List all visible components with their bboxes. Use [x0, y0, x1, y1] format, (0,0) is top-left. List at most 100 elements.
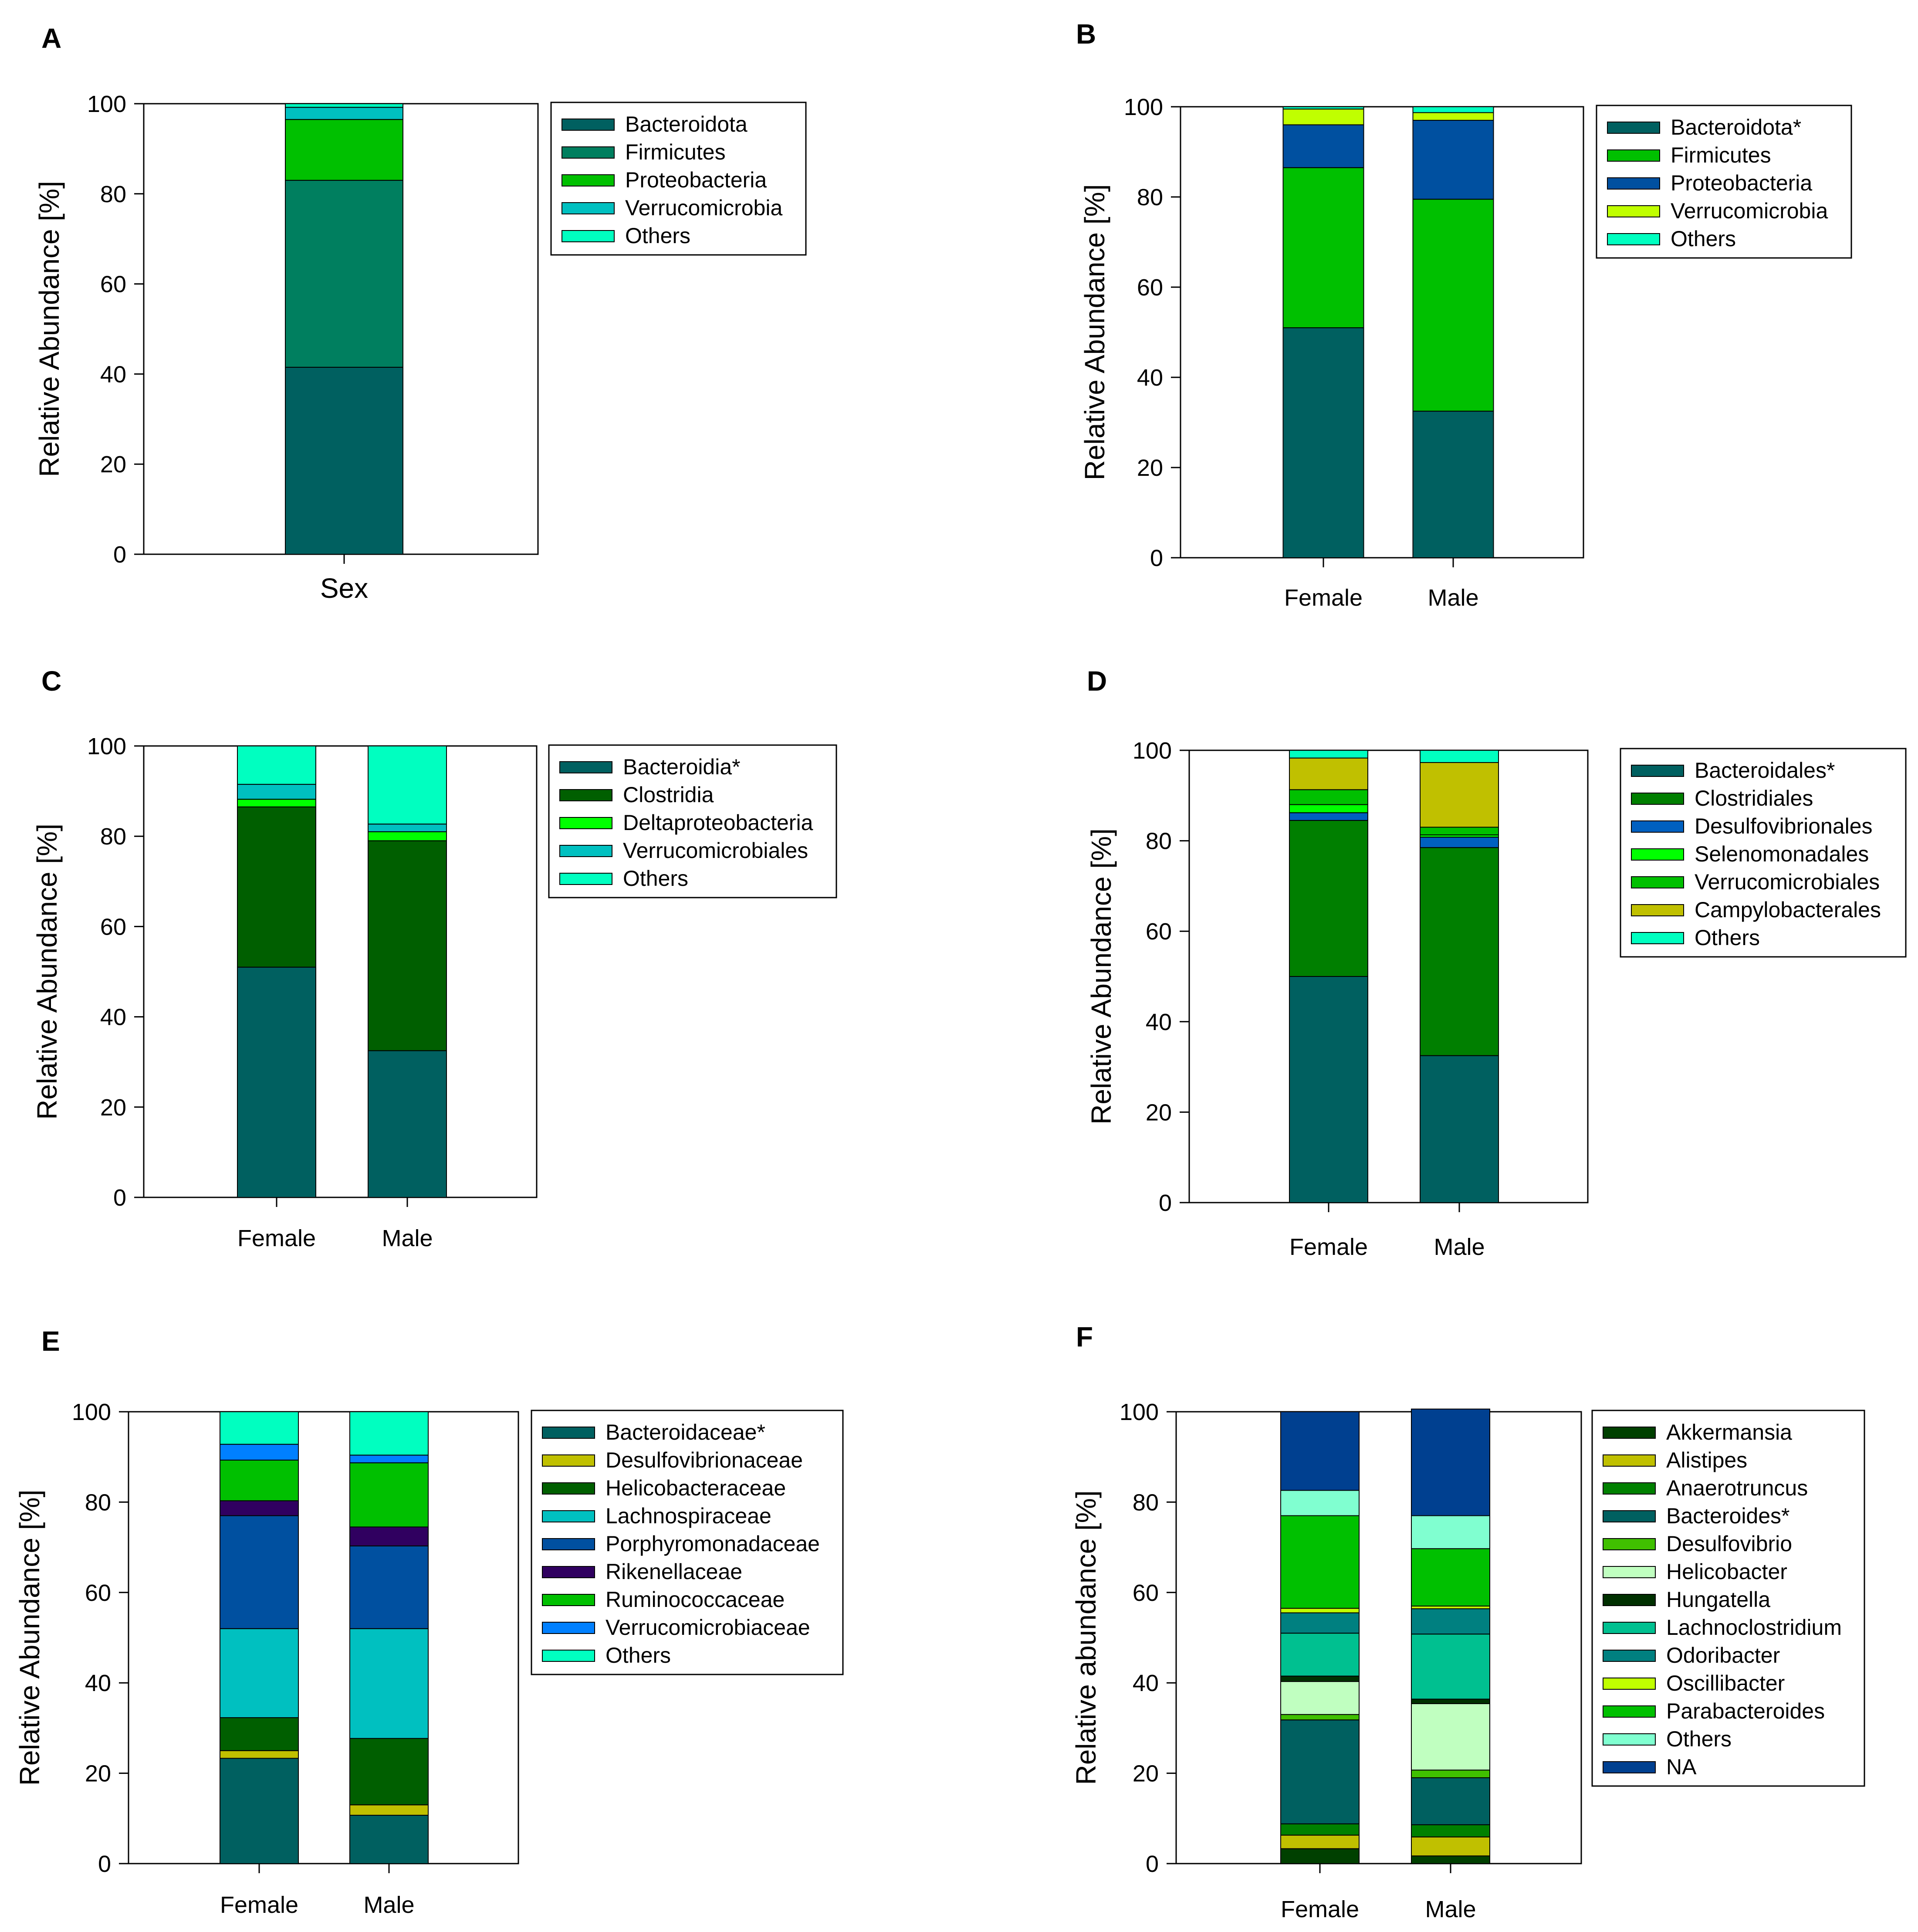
legend-swatch-others: [542, 1650, 595, 1662]
legend-label-odoribacter: Odoribacter: [1666, 1643, 1780, 1668]
y-tick-label: 80: [85, 1489, 111, 1515]
legend-label-proteobacteria: Proteobacteria: [625, 168, 767, 192]
bar-segment-desulfovibrio-male: [1411, 1769, 1490, 1778]
legend-label-anaerotruncus: Anaerotruncus: [1666, 1476, 1808, 1500]
y-tick-label: 0: [113, 542, 126, 568]
bar-segment-rikenellaceae-female: [220, 1500, 299, 1516]
y-axis-label: Relative Abundance [%]: [34, 181, 65, 477]
bar-segment-desulfovibrionaceae-male: [349, 1804, 429, 1816]
panel-letter: A: [41, 23, 61, 54]
plot-frame: [1175, 1411, 1582, 1864]
legend-swatch-proteobacteria: [1607, 177, 1660, 190]
legend-label-others: Others: [606, 1643, 671, 1668]
bar-segment-akkermansia-female: [1280, 1848, 1360, 1864]
y-axis-label: Relative Abundance [%]: [31, 824, 63, 1120]
y-tick-label: 60: [100, 914, 126, 940]
y-tick-label: 0: [1150, 545, 1163, 571]
legend: Bacteroidia* Clostridia Deltaproteobacteri…: [548, 744, 837, 898]
bar-segment-odoribacter-male: [1411, 1608, 1490, 1635]
legend: Bacteroidota Firmicutes Proteobacteria Verr…: [550, 102, 807, 256]
legend-swatch-rikenellaceae: [542, 1566, 595, 1578]
legend-swatch-na: [1603, 1761, 1656, 1773]
legend-swatch-helicobacteraceae: [542, 1482, 595, 1495]
bar-segment-desulfovibrionaceae-female: [220, 1750, 299, 1759]
y-tick-label: 40: [1137, 365, 1163, 391]
y-tick-label: 20: [100, 1095, 126, 1121]
legend-label-bacteroidota: Bacteroidota: [625, 112, 748, 136]
y-tick-label: 100: [1124, 94, 1163, 120]
panel-letter: B: [1076, 18, 1096, 50]
bar-segment-verrucomicrobiales-male: [1420, 827, 1499, 836]
legend-label-desulfovibrio: Desulfovibrio: [1666, 1532, 1792, 1556]
legend-swatch-lachnoclostridium: [1603, 1622, 1656, 1634]
legend-swatch-verrucomicrobiales: [1631, 876, 1684, 888]
x-tick-label: Female: [220, 1892, 298, 1918]
bar-segment-bacteroides-female: [1280, 1719, 1360, 1824]
legend-label-deltaproteobacteria: Deltaproteobacteria: [623, 810, 813, 835]
bar-segment-porphyromonadaceae-female: [220, 1515, 299, 1629]
bar-segment-rikenellaceae-male: [349, 1526, 429, 1546]
bar-segment-bacteroidaceae-male: [349, 1815, 429, 1864]
legend-swatch-lachnospiraceae: [542, 1510, 595, 1522]
legend-swatch-verrucomicrobia: [1607, 205, 1660, 217]
bar-segment-verrucomicrobiales-female: [237, 784, 316, 800]
y-tick-label: 40: [1146, 1009, 1172, 1035]
legend-label-bacteroidia: Bacteroidia*: [623, 755, 741, 779]
chart-panel-b: B 0 20 40 60 80 100 Relative Abundance [%] Femal…: [1076, 18, 1852, 611]
bar-segment-campylobacterales-female: [1289, 757, 1368, 790]
plot-frame: [1180, 106, 1584, 559]
y-axis-label: Relative Abundance [%]: [1086, 828, 1117, 1125]
bar-segment-lachnoclostridium-male: [1411, 1634, 1490, 1700]
bar-segment-lachnoclostridium-female: [1280, 1633, 1360, 1677]
legend: Bacteroidaceae* Desulfovibrionaceae Helico…: [531, 1410, 844, 1675]
bar-segment-others-sex: [285, 103, 403, 108]
plot-frame: [143, 745, 538, 1198]
bar-segment-helicobacteraceae-female: [220, 1717, 299, 1751]
y-tick-label: 100: [1120, 1399, 1159, 1425]
x-tick-label: Male: [1425, 1896, 1476, 1922]
legend-label-others: Others: [1666, 1727, 1732, 1751]
x-tick-label: Female: [237, 1225, 316, 1251]
bar-segment-desulfovibrio-female: [1280, 1714, 1360, 1721]
legend-swatch-campylobacterales: [1631, 904, 1684, 916]
y-axis-label: Relative Abundance [%]: [1079, 184, 1110, 481]
bar-segment-helicobacteraceae-male: [349, 1738, 429, 1806]
bar-segment-bacteroidia-female: [237, 966, 316, 1198]
y-tick-label: 60: [85, 1580, 111, 1606]
chart-panel-e: E 0 20 40 60 80 100 Relative Abundance [%] Femal…: [14, 1325, 844, 1918]
bar-segment-porphyromonadaceae-male: [349, 1545, 429, 1629]
x-tick-label: Female: [1284, 585, 1363, 611]
x-tick-label: Female: [1281, 1896, 1359, 1922]
legend-label-firmicutes: Firmicutes: [1671, 143, 1771, 167]
legend-label-others: Others: [1671, 227, 1736, 251]
chart-panel-a: A 0 20 40 60 80 100 Relative Abundance [%] Sex Ba…: [34, 23, 807, 604]
y-tick-label: 40: [1133, 1670, 1159, 1696]
bar-segment-ruminococcaceae-male: [349, 1462, 429, 1528]
legend-swatch-firmicutes: [562, 146, 615, 159]
bar-segment-akkermansia-male: [1411, 1855, 1490, 1864]
y-tick-label: 100: [87, 91, 126, 117]
legend-swatch-others: [1603, 1733, 1656, 1746]
bar-segment-parabacteroides-male: [1411, 1548, 1490, 1607]
legend-swatch-firmicutes: [1607, 149, 1660, 162]
bar-segment-clostridia-male: [368, 840, 447, 1051]
bar-segment-oscillibacter-female: [1280, 1608, 1360, 1613]
bar-segment-deltaproteobacteria-female: [237, 799, 316, 807]
legend-label-campylobacterales: Campylobacterales: [1695, 898, 1881, 922]
y-tick-label: 40: [100, 1004, 126, 1030]
legend: Bacteroidota* Firmicutes Proteobacteria Ver…: [1596, 105, 1852, 259]
y-tick-label: 80: [100, 181, 126, 207]
bar-segment-verrucomicrobia-female: [1282, 108, 1364, 125]
y-tick-label: 20: [100, 451, 126, 478]
bar-segment-verrucomicrobia-sex: [285, 107, 403, 120]
legend-label-bacteroidaceae: Bacteroidaceae*: [606, 1420, 765, 1444]
legend-swatch-oscillibacter: [1603, 1678, 1656, 1690]
legend-swatch-desulfovibrionaceae: [542, 1454, 595, 1467]
legend-swatch-selenomonadales: [1631, 848, 1684, 861]
legend-label-helicobacter: Helicobacter: [1666, 1559, 1787, 1584]
y-axis-label: Relative abundance [%]: [1070, 1491, 1102, 1785]
legend-label-parabacteroides: Parabacteroides: [1666, 1699, 1825, 1723]
legend-swatch-proteobacteria: [562, 174, 615, 186]
bar-segment-odoribacter-female: [1280, 1612, 1360, 1634]
legend-label-others: Others: [625, 224, 690, 248]
